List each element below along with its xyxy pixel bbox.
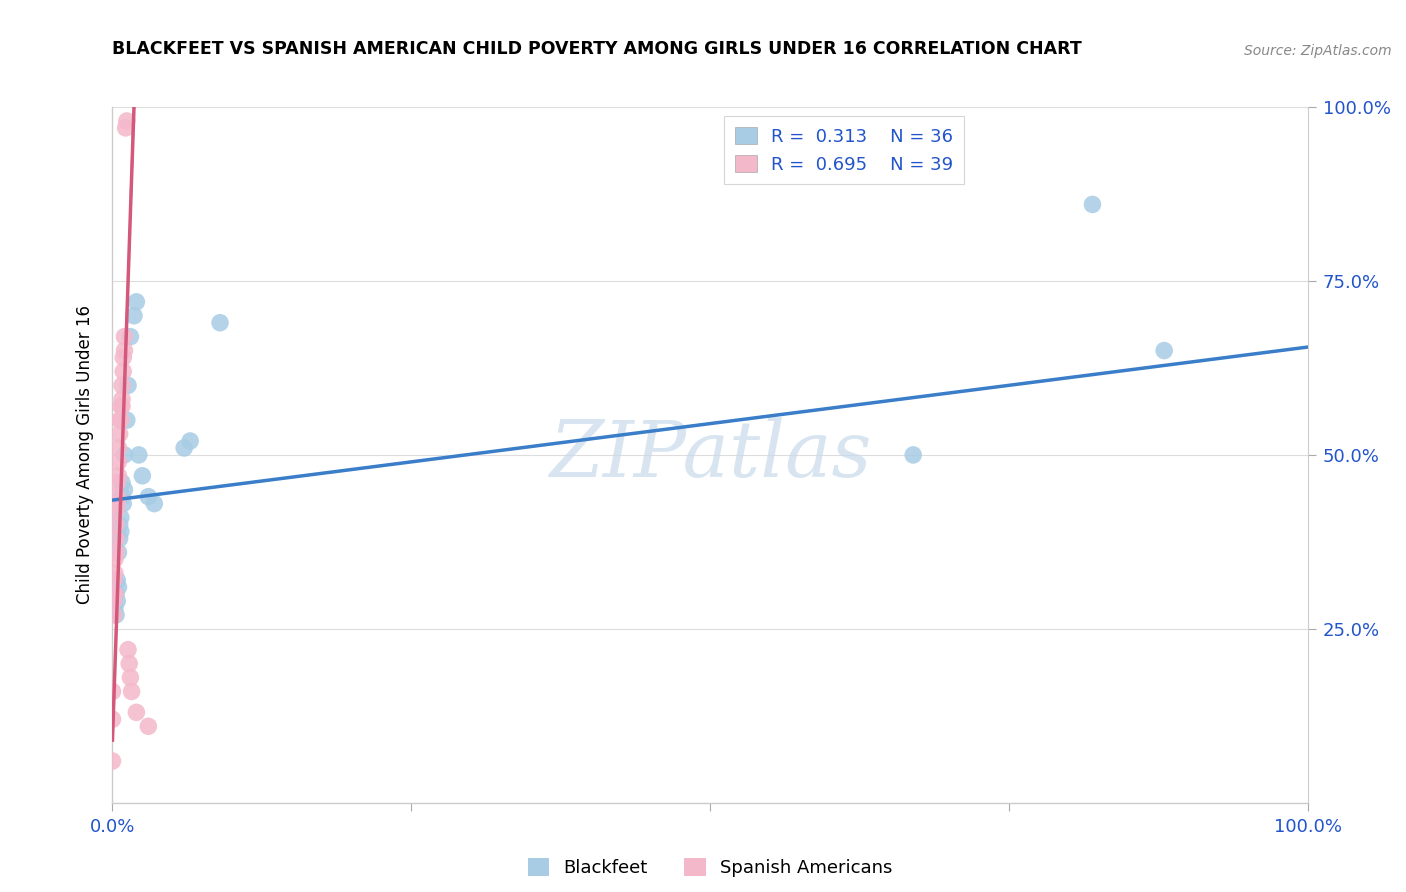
Point <box>125 706 148 720</box>
Point <box>110 399 132 413</box>
Point <box>114 448 135 462</box>
Point <box>105 545 128 559</box>
Point <box>101 754 124 768</box>
Point <box>208 316 231 330</box>
Point <box>107 441 129 455</box>
Point <box>117 378 139 392</box>
Point <box>143 497 166 511</box>
Point <box>111 490 134 504</box>
Point <box>107 580 129 594</box>
Legend: Blackfeet, Spanish Americans: Blackfeet, Spanish Americans <box>520 851 900 884</box>
Point <box>105 475 128 490</box>
Point <box>103 580 125 594</box>
Point <box>101 712 124 726</box>
Point <box>110 524 132 539</box>
Point <box>105 503 128 517</box>
Point <box>105 594 128 608</box>
Text: ZIPatlas: ZIPatlas <box>548 417 872 493</box>
Point <box>103 573 125 587</box>
Point <box>114 483 135 497</box>
Point <box>1081 197 1104 211</box>
Point <box>103 573 125 587</box>
Point <box>105 497 128 511</box>
Point <box>110 510 132 524</box>
Y-axis label: Child Poverty Among Girls Under 16: Child Poverty Among Girls Under 16 <box>76 305 94 605</box>
Point <box>104 573 127 587</box>
Point <box>107 468 129 483</box>
Point <box>103 607 125 622</box>
Point <box>111 392 134 407</box>
Point <box>112 351 135 365</box>
Point <box>1153 343 1175 358</box>
Point <box>117 642 139 657</box>
Point <box>104 552 127 566</box>
Point <box>107 545 129 559</box>
Point <box>173 441 195 455</box>
Point <box>114 120 136 135</box>
Point <box>125 294 148 309</box>
Point <box>112 364 135 378</box>
Point <box>105 607 128 622</box>
Point <box>105 517 128 532</box>
Point <box>107 455 129 469</box>
Point <box>105 532 128 546</box>
Point <box>104 587 127 601</box>
Point <box>103 594 125 608</box>
Point <box>179 434 201 448</box>
Point <box>111 475 134 490</box>
Text: BLACKFEET VS SPANISH AMERICAN CHILD POVERTY AMONG GIRLS UNDER 16 CORRELATION CHA: BLACKFEET VS SPANISH AMERICAN CHILD POVE… <box>112 40 1083 58</box>
Point <box>138 719 160 733</box>
Point <box>131 468 153 483</box>
Point <box>103 587 125 601</box>
Point <box>122 309 145 323</box>
Point <box>114 329 135 343</box>
Point <box>103 594 125 608</box>
Point <box>118 657 141 671</box>
Point <box>101 684 124 698</box>
Point <box>112 497 135 511</box>
Point <box>105 573 128 587</box>
Point <box>121 684 143 698</box>
Point <box>104 601 127 615</box>
Point <box>108 517 131 532</box>
Point <box>104 587 127 601</box>
Point <box>120 671 142 685</box>
Point <box>120 329 142 343</box>
Text: Source: ZipAtlas.com: Source: ZipAtlas.com <box>1244 44 1392 58</box>
Point <box>110 413 132 427</box>
Point <box>108 427 131 442</box>
Point <box>115 114 138 128</box>
Point <box>105 587 128 601</box>
Point <box>105 490 128 504</box>
Point <box>115 413 138 427</box>
Point <box>903 448 925 462</box>
Point <box>111 378 134 392</box>
Point <box>108 413 131 427</box>
Point <box>108 532 131 546</box>
Point <box>138 490 160 504</box>
Point <box>114 343 135 358</box>
Point <box>128 448 150 462</box>
Point <box>104 566 127 581</box>
Point <box>111 399 134 413</box>
